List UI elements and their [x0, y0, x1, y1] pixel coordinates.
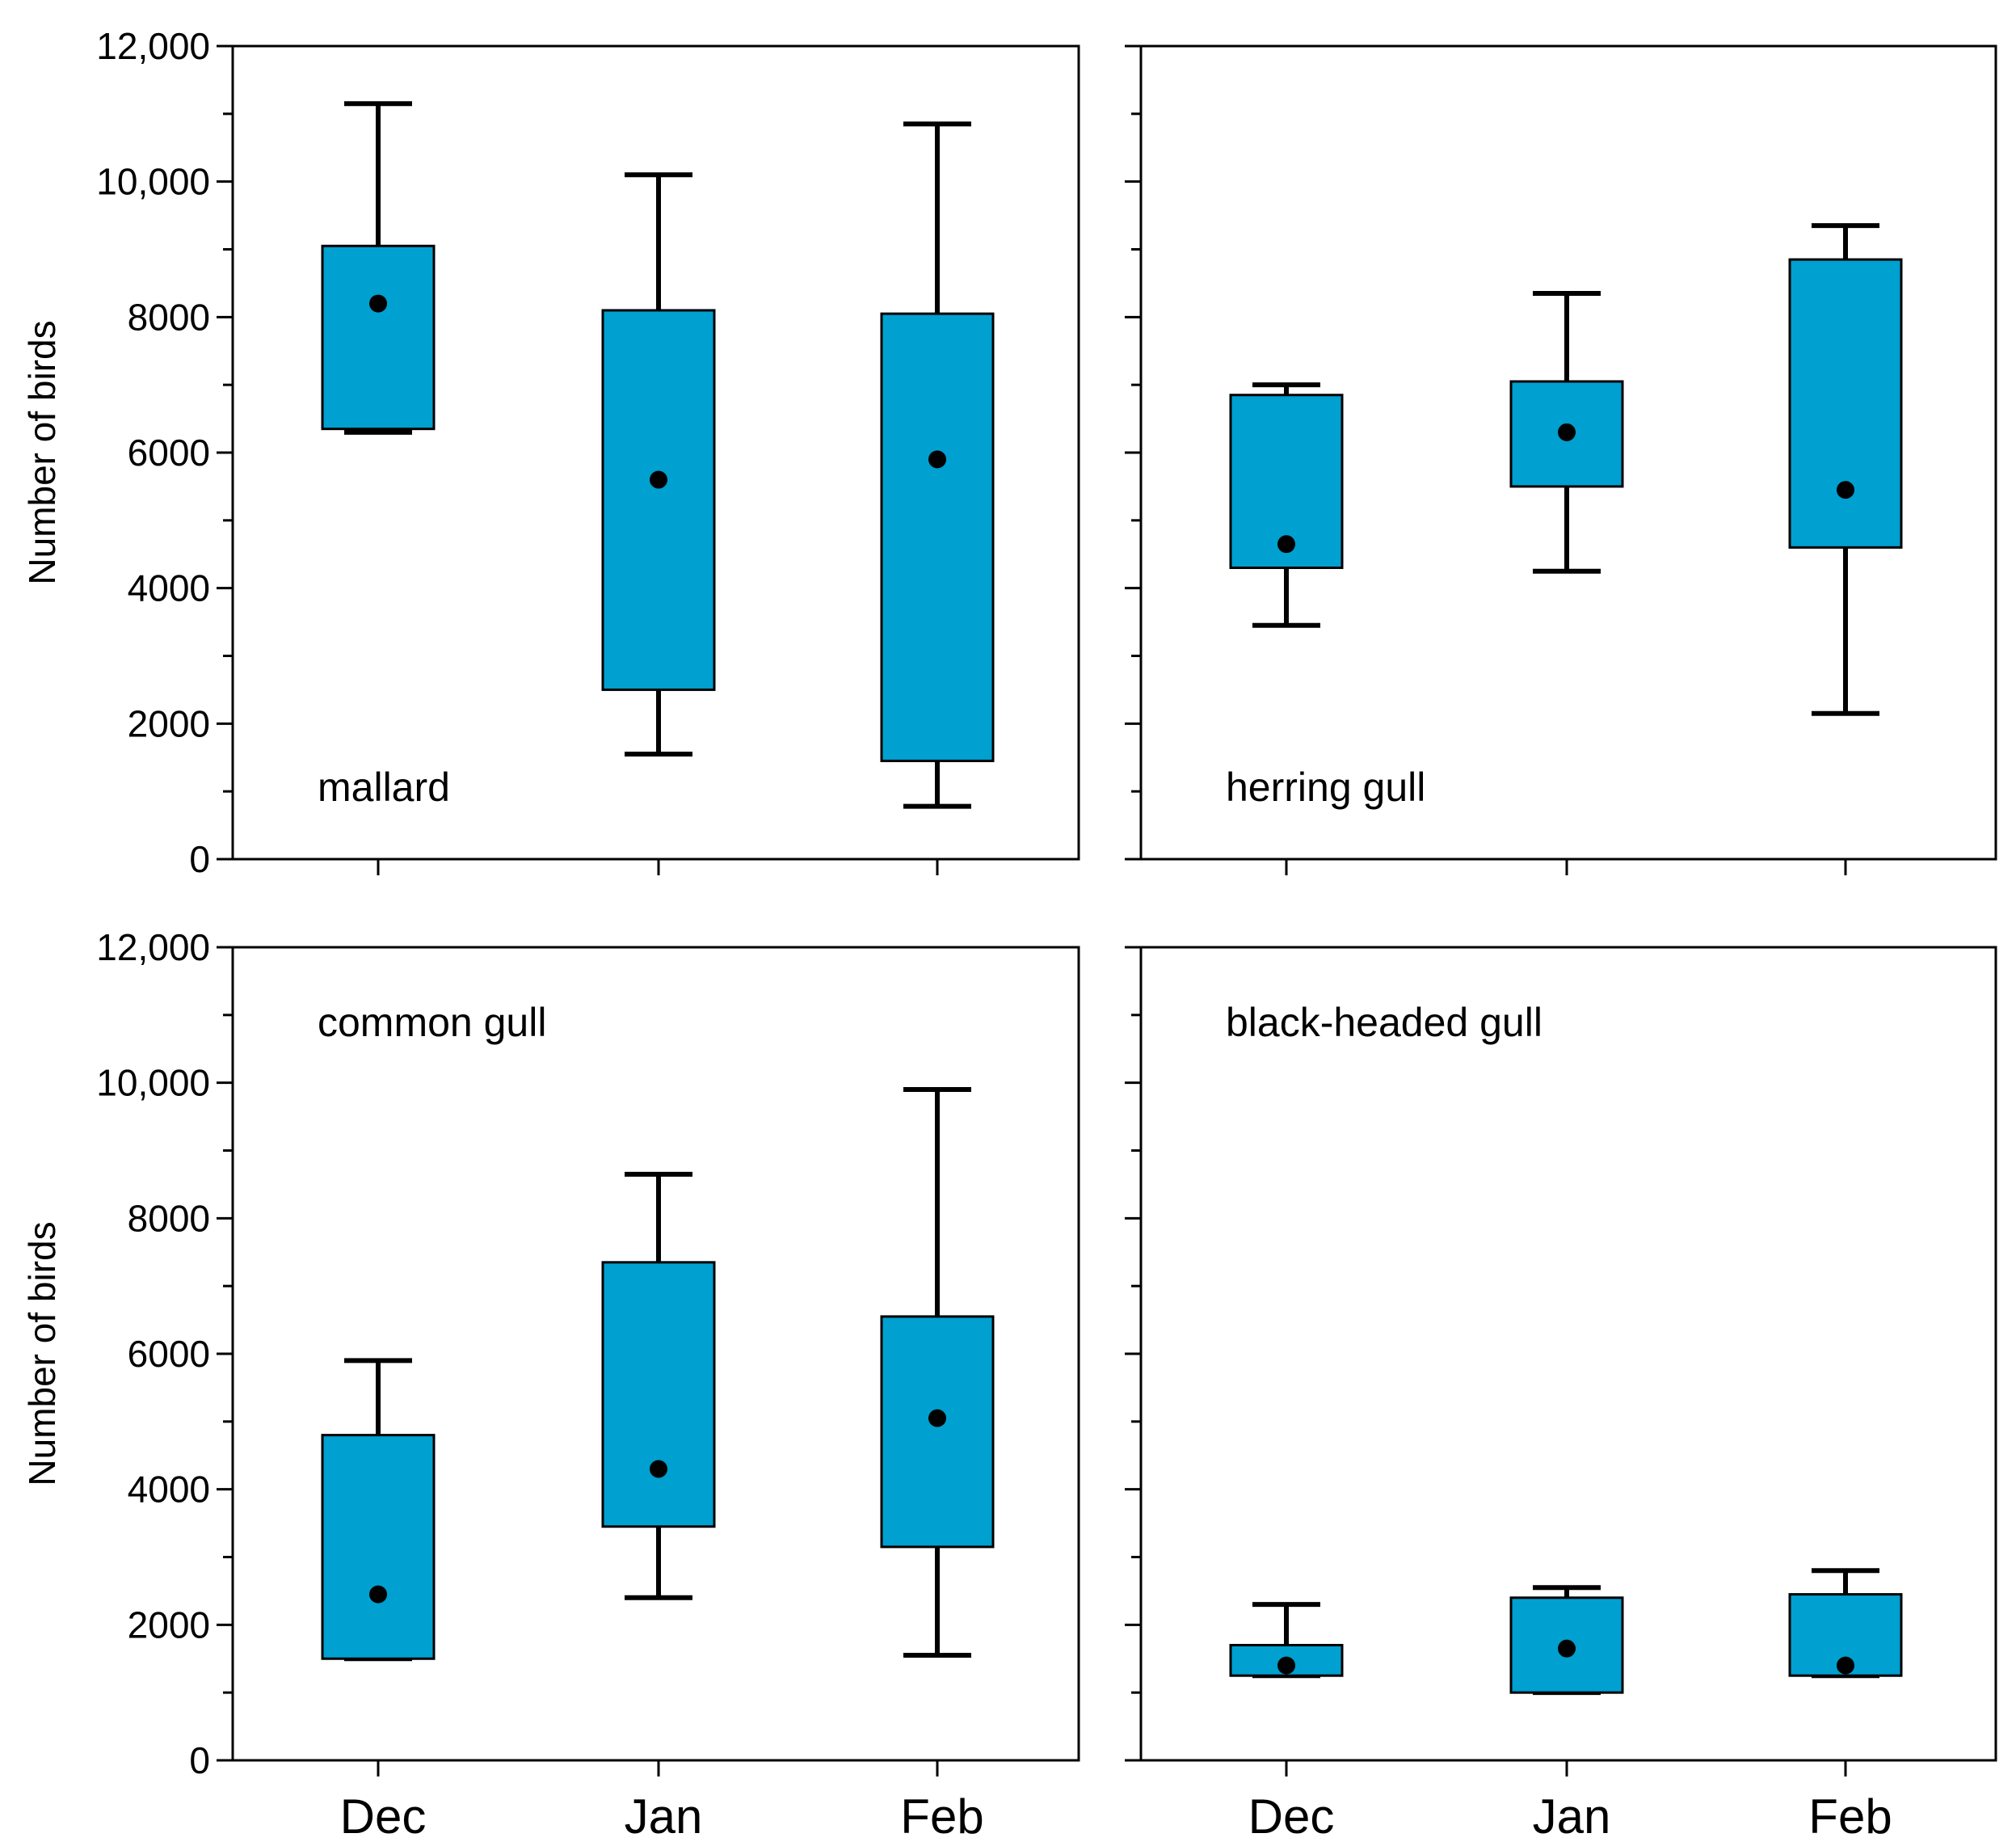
y-axis-label: Number of birds: [21, 320, 63, 584]
mean-marker: [1558, 1639, 1576, 1658]
y-tick-label: 4000: [128, 567, 210, 609]
mean-marker: [369, 1585, 387, 1604]
mean-marker: [1558, 423, 1576, 441]
y-axis-label: Number of birds: [21, 1221, 63, 1486]
panel-herring-gull: herring gull: [1125, 44, 1997, 875]
panel-label: common gull: [318, 1000, 546, 1045]
x-tick-label: Jan: [625, 1789, 703, 1844]
iqr-box: [880, 312, 995, 762]
x-tick-label: Dec: [340, 1789, 427, 1844]
mean-marker: [928, 1409, 946, 1427]
iqr-box: [321, 1434, 436, 1660]
box-dec: [321, 1358, 436, 1662]
mean-marker: [1837, 1656, 1854, 1675]
mean-marker: [928, 450, 946, 469]
mean-marker: [369, 294, 387, 313]
y-tick-label: 6000: [128, 432, 210, 474]
box-feb: [880, 1087, 995, 1658]
y-tick-label: 0: [189, 1739, 210, 1781]
panel-label: herring gull: [1226, 765, 1425, 810]
y-tick-label: 10,000: [96, 1062, 210, 1104]
x-tick-label: Feb: [1808, 1789, 1892, 1844]
panel-mallard: 0 2000 4000 6000 8000 10,000 12,000 Number of b…: [21, 25, 1080, 880]
y-tick-label: 12,000: [96, 926, 210, 968]
iqr-box: [1788, 258, 1903, 549]
mean-marker: [1277, 1656, 1295, 1675]
box-jan: [601, 1171, 716, 1600]
y-tick-label: 4000: [128, 1469, 210, 1511]
mean-marker: [650, 470, 667, 489]
box-dec: [1229, 1602, 1344, 1679]
mean-marker: [650, 1460, 667, 1478]
x-tick-label: Feb: [900, 1789, 983, 1844]
mean-marker: [1277, 535, 1295, 554]
iqr-box: [880, 1315, 995, 1549]
y-tick-label: 8000: [128, 1197, 210, 1239]
x-tick-label: Dec: [1248, 1789, 1335, 1844]
panel-label: black-headed gull: [1226, 1000, 1543, 1045]
box-dec: [1229, 382, 1344, 628]
y-tick-label: 8000: [128, 296, 210, 338]
y-tick-label: 2000: [128, 702, 210, 744]
y-tick-label: 10,000: [96, 161, 210, 203]
panel-label: mallard: [318, 765, 450, 810]
panel-common-gull: 0 2000 4000 6000 8000 10,000 12,000 Number of b…: [21, 926, 1080, 1844]
y-tick-label: 6000: [128, 1333, 210, 1375]
box-jan: [601, 172, 716, 757]
iqr-box: [321, 244, 436, 431]
box-jan: [1509, 290, 1624, 574]
y-tick-label: 12,000: [96, 25, 210, 67]
box-feb: [1788, 1568, 1903, 1679]
x-tick-label: Jan: [1533, 1789, 1611, 1844]
box-feb: [1788, 223, 1903, 716]
box-feb: [880, 121, 995, 809]
iqr-box: [601, 309, 716, 691]
y-tick-label: 2000: [128, 1604, 210, 1646]
mean-marker: [1837, 481, 1854, 499]
iqr-box: [601, 1261, 716, 1528]
y-tick-label: 0: [189, 838, 210, 880]
panel-black-headed-gull: Dec Jan Feb black-headed gull: [1125, 946, 1997, 1844]
box-jan: [1509, 1585, 1624, 1696]
box-dec: [321, 101, 436, 435]
